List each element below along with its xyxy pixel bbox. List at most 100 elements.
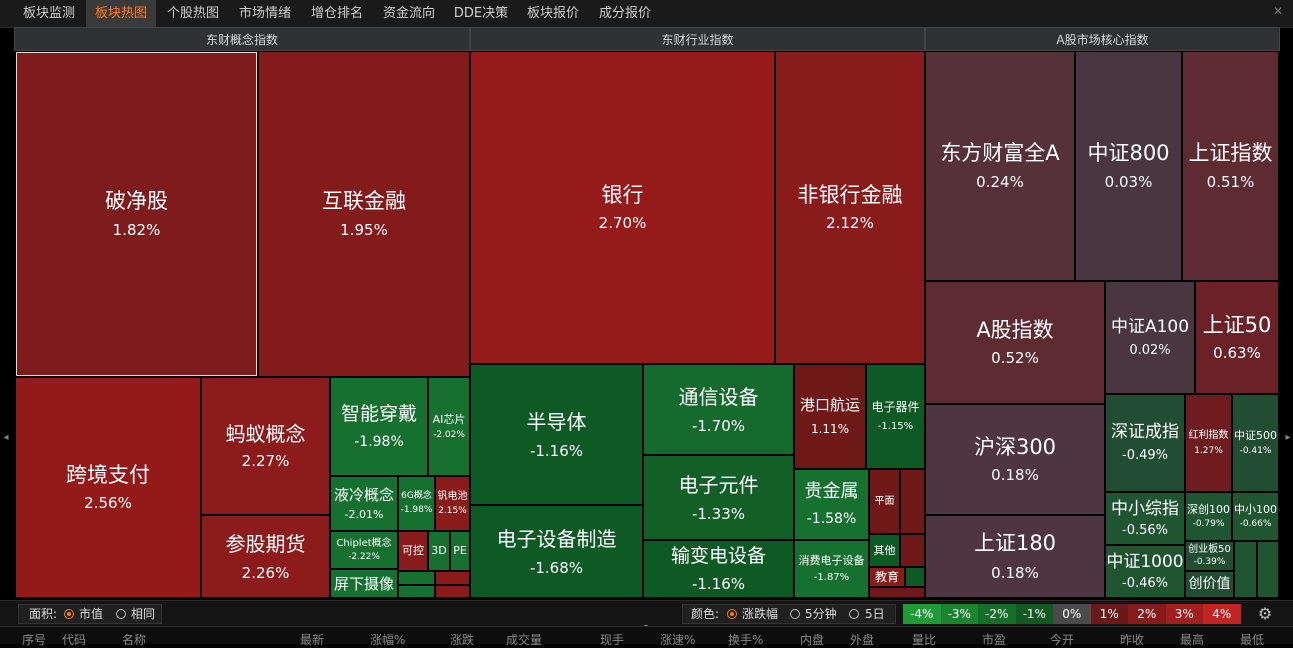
tab-fund-flow[interactable]: 资金流向 <box>382 6 435 21</box>
heatmap-cell[interactable]: 平面 <box>869 469 900 534</box>
heatmap-cell[interactable]: Chiplet概念 -2.22% <box>330 531 398 569</box>
col-header[interactable]: 成交量 <box>506 633 543 647</box>
heatmap-cell[interactable]: 互联金融 1.95% <box>258 51 470 377</box>
heatmap-cell[interactable]: 深证成指 -0.49% <box>1105 394 1185 492</box>
heatmap-cell[interactable]: 中证800 0.03% <box>1075 51 1182 281</box>
heatmap-cell[interactable]: 银行 2.70% <box>470 51 775 364</box>
heatmap-cell[interactable]: 港口航运 1.11% <box>794 364 866 469</box>
heatmap-cell[interactable]: 消费电子设备 -1.87% <box>794 540 869 598</box>
heatmap-cell[interactable] <box>905 567 925 587</box>
heatmap-cell[interactable] <box>1234 541 1257 598</box>
area-option-marketcap[interactable]: 市值 <box>79 607 104 621</box>
col-header[interactable]: 名称 <box>122 633 147 647</box>
heatmap-cell[interactable]: 跨境支付 2.56% <box>15 377 201 598</box>
heatmap-cell[interactable]: 深创100 -0.79% <box>1185 492 1232 541</box>
heatmap-cell[interactable]: PE <box>450 531 470 571</box>
legend-item: 4% <box>1203 604 1241 624</box>
heatmap-cell[interactable]: 智能穿戴 -1.98% <box>330 377 428 476</box>
col-header[interactable]: 换手% <box>728 633 764 647</box>
heatmap-cell[interactable]: 东方财富全A 0.24% <box>925 51 1075 281</box>
color-radio-change[interactable] <box>727 609 737 619</box>
heatmap-cell[interactable]: A股指数 0.52% <box>925 281 1105 404</box>
color-option-5day[interactable]: 5日 <box>865 607 885 621</box>
gear-icon[interactable]: ⚙ <box>1257 604 1273 623</box>
heatmap-cell[interactable]: 屏下摄像 <box>330 569 398 598</box>
area-radio-marketcap[interactable] <box>64 609 74 619</box>
col-header[interactable]: 市盈 <box>982 633 1007 647</box>
tab-position-rank[interactable]: 增仓排名 <box>310 6 363 21</box>
heatmap-cell[interactable]: 输变电设备 -1.16% <box>643 540 794 598</box>
color-radio-5day[interactable] <box>849 609 859 619</box>
heatmap-cell[interactable] <box>435 585 470 598</box>
heatmap-cell[interactable]: 电子器件 -1.15% <box>866 364 925 469</box>
col-header[interactable]: 最新 <box>300 633 325 647</box>
heatmap-cell[interactable]: 破净股 1.82% <box>15 51 258 377</box>
heatmap-cell[interactable]: 贵金属 -1.58% <box>794 469 869 540</box>
tab-component-quote[interactable]: 成分报价 <box>598 6 651 21</box>
col-header[interactable]: 序号 <box>22 633 47 647</box>
heatmap-cell[interactable] <box>900 534 925 567</box>
heatmap-cell[interactable]: 教育 <box>869 567 905 587</box>
heatmap-cell[interactable]: 上证指数 0.51% <box>1182 51 1279 281</box>
right-arrow-icon[interactable]: ▸ <box>1285 432 1291 443</box>
color-radio-5min[interactable] <box>790 609 800 619</box>
color-option-5min[interactable]: 5分钟 <box>805 607 837 621</box>
heatmap-cell[interactable] <box>398 571 435 585</box>
col-header[interactable]: 内盘 <box>800 633 825 647</box>
area-option-equal[interactable]: 相同 <box>131 607 156 621</box>
color-option-change[interactable]: 涨跌幅 <box>742 607 779 621</box>
tab-sector-monitor[interactable]: 板块监测 <box>22 6 75 21</box>
heatmap-cell[interactable]: 电子元件 -1.33% <box>643 455 794 540</box>
col-header[interactable]: 最低 <box>1240 633 1265 647</box>
heatmap-cell[interactable] <box>435 571 470 585</box>
heatmap-cell[interactable]: 中小100 -0.66% <box>1232 492 1279 541</box>
heatmap-cell[interactable] <box>398 585 435 598</box>
close-icon[interactable]: ✕ <box>1272 4 1284 18</box>
col-header[interactable]: 涨跌 <box>450 633 475 647</box>
heatmap-cell[interactable]: 可控 <box>398 531 428 571</box>
tab-dde[interactable]: DDE决策 <box>453 6 509 21</box>
heatmap-cell[interactable]: AI芯片 -2.02% <box>428 377 470 476</box>
col-header[interactable]: 最高 <box>1180 633 1205 647</box>
heatmap-cell[interactable]: 中证500 -0.41% <box>1232 394 1279 492</box>
tab-sector-quote[interactable]: 板块报价 <box>526 6 579 21</box>
section-header-industry: 东财行业指数 <box>470 27 925 51</box>
heatmap-cell[interactable] <box>869 587 925 598</box>
heatmap-cell[interactable]: 电子设备制造 -1.68% <box>470 505 643 598</box>
heatmap-cell[interactable]: 参股期货 2.26% <box>201 515 330 598</box>
heatmap-cell[interactable]: 液冷概念 -2.01% <box>330 476 398 531</box>
col-header[interactable]: 外盘 <box>850 633 875 647</box>
legend-item: -4% <box>903 604 941 624</box>
heatmap-cell[interactable]: 中证1000 -0.46% <box>1105 545 1185 598</box>
heatmap-cell[interactable]: 创业板50 -0.39% <box>1185 541 1234 571</box>
col-header[interactable]: 现手 <box>600 633 625 647</box>
heatmap-cell[interactable]: 上证50 0.63% <box>1195 281 1279 394</box>
heatmap-cell[interactable]: 蚂蚁概念 2.27% <box>201 377 330 515</box>
heatmap-cell[interactable]: 钒电池 2.15% <box>435 476 470 531</box>
col-header[interactable]: 量比 <box>912 633 937 647</box>
col-header[interactable]: 涨速% <box>660 633 696 647</box>
heatmap-cell[interactable]: 创价值 <box>1185 571 1234 598</box>
area-radio-equal[interactable] <box>116 609 126 619</box>
heatmap-cell[interactable]: 上证180 0.18% <box>925 515 1105 598</box>
tab-stock-heatmap[interactable]: 个股热图 <box>166 6 219 21</box>
heatmap-cell[interactable]: 半导体 -1.16% <box>470 364 643 505</box>
heatmap-cell[interactable]: 其他 <box>869 534 900 567</box>
heatmap-cell[interactable]: 沪深300 0.18% <box>925 404 1105 515</box>
col-header[interactable]: 涨幅% <box>370 633 406 647</box>
tab-sector-heatmap[interactable]: 板块热图 <box>86 0 156 27</box>
left-arrow-icon[interactable]: ◂ <box>3 432 9 443</box>
heatmap-cell[interactable]: 6G概念 -1.98% <box>398 476 435 531</box>
heatmap-cell[interactable]: 通信设备 -1.70% <box>643 364 794 455</box>
col-header[interactable]: 今开 <box>1050 633 1075 647</box>
heatmap-cell[interactable]: 红利指数 1.27% <box>1185 394 1232 492</box>
col-header[interactable]: 代码 <box>62 633 87 647</box>
heatmap-cell[interactable] <box>900 469 925 534</box>
tab-market-sentiment[interactable]: 市场情绪 <box>238 6 291 21</box>
heatmap-cell[interactable] <box>1257 541 1279 598</box>
heatmap-cell[interactable]: 3D <box>428 531 450 571</box>
heatmap-cell[interactable]: 中证A100 0.02% <box>1105 281 1195 394</box>
heatmap-cell[interactable]: 非银行金融 2.12% <box>775 51 925 364</box>
heatmap-cell[interactable]: 中小综指 -0.56% <box>1105 492 1185 545</box>
col-header[interactable]: 昨收 <box>1120 633 1145 647</box>
